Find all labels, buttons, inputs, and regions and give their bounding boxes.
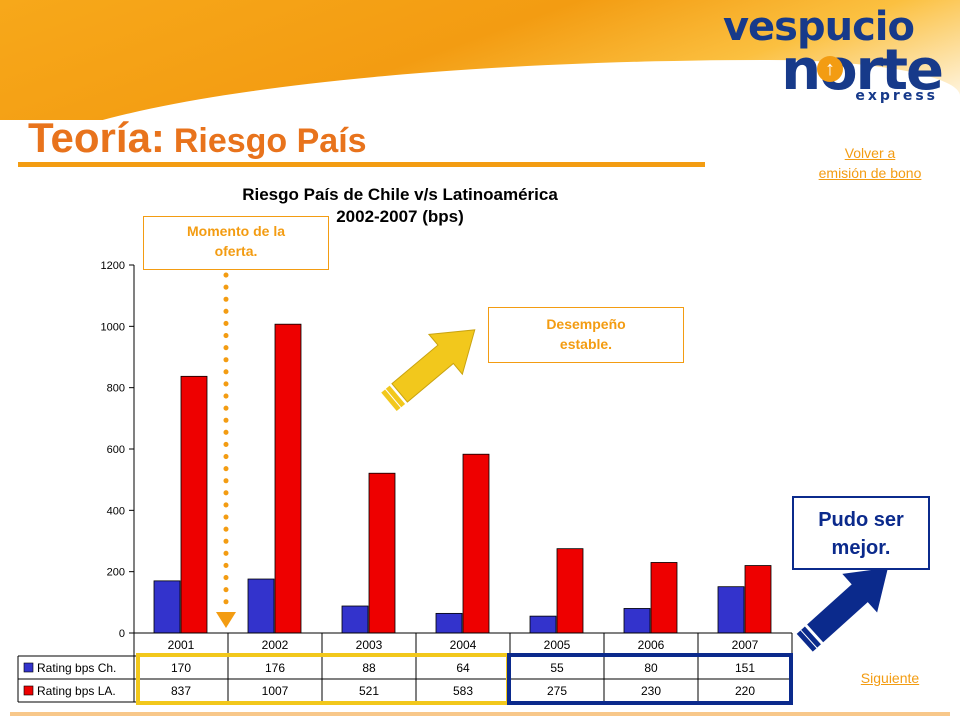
bar-chile (341, 605, 369, 634)
bar-chile (529, 615, 557, 634)
bar-latam (368, 472, 396, 634)
legend-swatch (23, 685, 34, 696)
offer-dotted-arrow (216, 272, 236, 628)
stable-arrow-icon (381, 329, 476, 412)
logo-arrow-icon: ↑ (817, 56, 843, 82)
page-title: Teoría: Riesgo País (28, 114, 367, 162)
chart-title-line2: 2002-2007 (bps) (336, 207, 464, 226)
data-label: 220 (735, 684, 755, 698)
bar-latam (650, 562, 678, 634)
next-link[interactable]: Siguiente (860, 670, 920, 686)
callout-better-line1: Pudo ser (818, 509, 904, 531)
y-tick-label: 1200 (101, 260, 125, 272)
bar-marks (153, 323, 772, 634)
y-axis: 0 200 400 600 800 1000 1200 (101, 260, 135, 640)
data-label: 230 (641, 684, 661, 698)
x-category-label: 2006 (638, 638, 665, 652)
data-label: 88 (362, 661, 376, 675)
x-category-label: 2002 (262, 638, 289, 652)
page-title-sub: Riesgo País (173, 122, 367, 160)
x-category-label: 2001 (168, 638, 195, 652)
legend-swatch (23, 662, 34, 673)
data-label: 151 (735, 661, 755, 675)
callout-offer-moment: Momento de la oferta. (143, 216, 329, 270)
callout-stable-line1: Desempeño (546, 316, 626, 332)
legend-label: Rating bps LA. (37, 684, 116, 698)
legend-label: Rating bps Ch. (37, 661, 116, 675)
data-label: 64 (456, 661, 470, 675)
data-label: 521 (359, 684, 379, 698)
y-tick-label: 0 (119, 628, 125, 640)
x-category-label: 2003 (356, 638, 383, 652)
bar-latam (556, 548, 584, 634)
bar-latam (180, 375, 208, 634)
logo-line2: norte (781, 38, 944, 103)
title-underline (18, 162, 705, 167)
bar-chile (717, 586, 745, 634)
bar-chile (153, 580, 181, 634)
data-label: 170 (171, 661, 191, 675)
logo-line3: express (855, 88, 938, 104)
bottom-rule (10, 712, 950, 716)
callout-stable-performance: Desempeño estable. (488, 307, 684, 363)
y-tick-label: 200 (107, 567, 125, 579)
callout-stable-line2: estable. (559, 336, 613, 352)
bar-latam (744, 565, 772, 634)
bar-latam (274, 323, 302, 634)
brand-logo: vespucio norte ↑ express (723, 4, 948, 108)
back-link-line2[interactable]: emisión de bono (818, 165, 922, 181)
callout-offer-line2: oferta. (214, 243, 258, 259)
page-title-main: Teoría: (28, 114, 165, 161)
bar-latam (462, 453, 490, 634)
data-label: 275 (547, 684, 567, 698)
highlight-box-late (507, 653, 793, 705)
back-to-bond-link[interactable]: Volver a emisión de bono (790, 143, 950, 183)
bar-chile (623, 608, 651, 634)
callout-could-be-better: Pudo ser mejor. (792, 496, 930, 570)
data-label: 583 (453, 684, 473, 698)
header-band (0, 0, 960, 180)
data-label: 1007 (262, 684, 289, 698)
y-tick-label: 400 (107, 505, 125, 517)
data-label: 837 (171, 684, 191, 698)
data-label: 55 (550, 661, 564, 675)
callout-better-line2: mejor. (831, 537, 891, 559)
x-category-label: 2004 (450, 638, 477, 652)
logo-line1: vespucio (722, 4, 915, 50)
x-category-label: 2007 (732, 638, 759, 652)
callout-offer-line1: Momento de la (186, 223, 285, 239)
y-tick-label: 800 (107, 383, 125, 395)
chart-title: Riesgo País de Chile v/s Latinoamérica 2… (200, 184, 600, 228)
back-link-line1[interactable]: Volver a (844, 145, 896, 161)
better-arrow-icon (796, 567, 888, 652)
chart-title-line1: Riesgo País de Chile v/s Latinoamérica (242, 185, 558, 204)
y-tick-label: 600 (107, 444, 125, 456)
data-label: 80 (644, 661, 658, 675)
bar-chile (435, 612, 463, 634)
bar-chile (247, 578, 275, 634)
data-label: 176 (265, 661, 285, 675)
data-table: 2001 2002 2003 2004 2005 2006 2007 Rating bps C… (17, 632, 793, 703)
y-tick-label: 1000 (101, 321, 125, 333)
x-category-label: 2005 (544, 638, 571, 652)
